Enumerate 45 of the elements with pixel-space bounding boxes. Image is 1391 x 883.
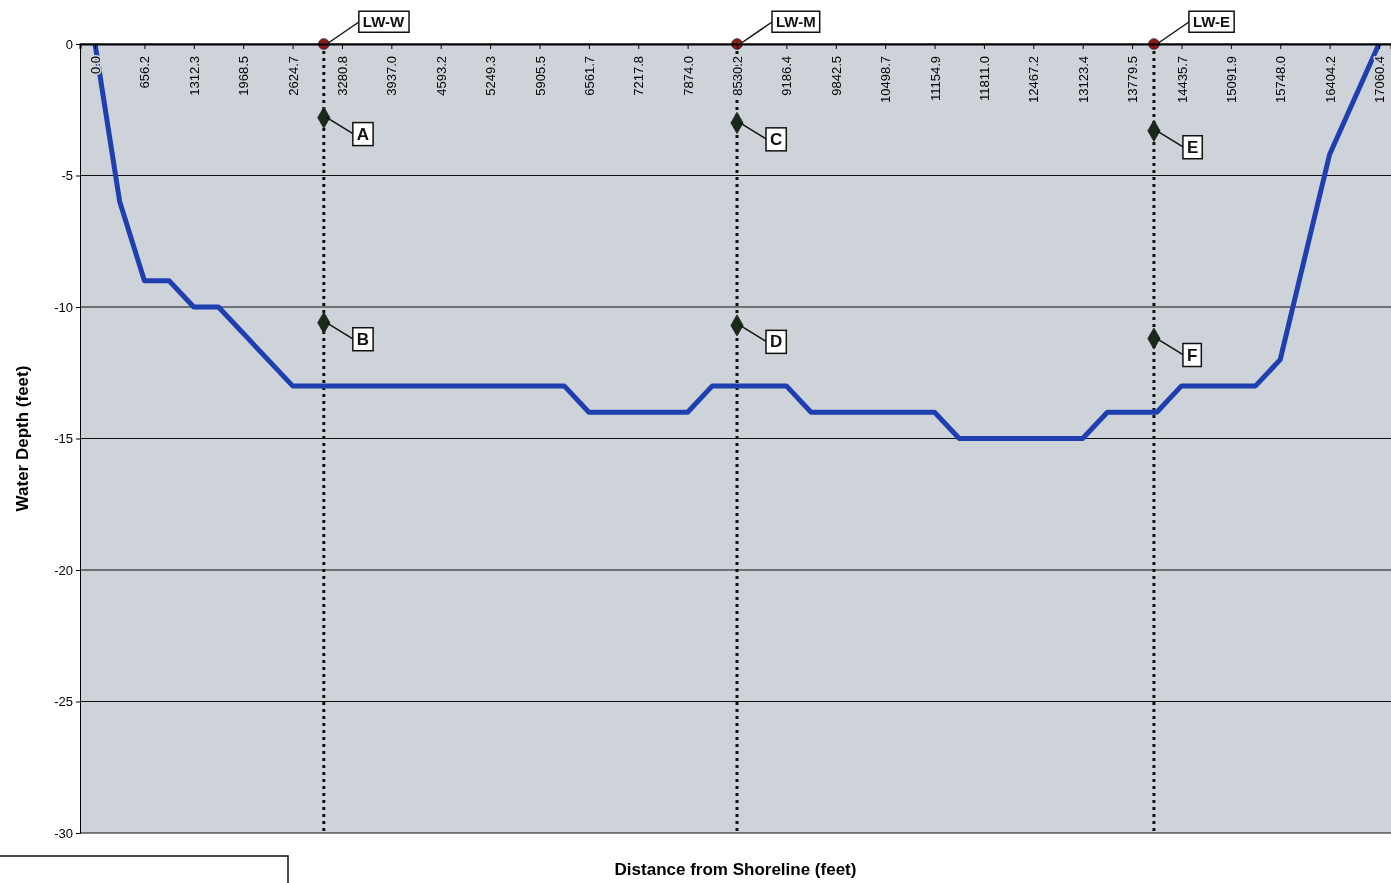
x-tick-label: 10498.7 bbox=[878, 56, 894, 103]
x-tick-label: 13123.4 bbox=[1075, 56, 1091, 103]
y-tick-label: -30 bbox=[54, 825, 73, 841]
x-tick-label: 9186.4 bbox=[779, 56, 795, 96]
x-tick-label: 1312.3 bbox=[186, 56, 202, 96]
annotation: F bbox=[1186, 345, 1198, 365]
annotation: E bbox=[1186, 137, 1199, 157]
x-tick-label: 7217.8 bbox=[631, 56, 647, 96]
y-tick-label: -20 bbox=[54, 562, 73, 578]
x-tick-label: 656.2 bbox=[137, 56, 153, 89]
x-tick-label: 2624.7 bbox=[285, 56, 301, 96]
x-tick-label: 15091.9 bbox=[1223, 56, 1239, 103]
x-tick-label: 9842.5 bbox=[828, 56, 844, 96]
x-tick-label: 6561.7 bbox=[581, 56, 597, 96]
x-tick-label: 1968.5 bbox=[236, 56, 252, 96]
x-axis-title: Distance from Shoreline (feet) bbox=[614, 860, 857, 879]
annotation: A bbox=[356, 124, 370, 144]
annotation: D bbox=[770, 332, 783, 352]
x-tick-label: 8530.2 bbox=[730, 56, 746, 96]
annotation: B bbox=[356, 329, 370, 349]
y-tick-label: -25 bbox=[54, 694, 73, 710]
y-tick-label: -15 bbox=[54, 431, 73, 447]
x-tick-label: 11154.9 bbox=[927, 56, 943, 102]
x-tick-label: 16404.2 bbox=[1322, 56, 1338, 103]
x-tick-label: 5249.3 bbox=[483, 56, 499, 96]
x-tick-label: 3937.0 bbox=[384, 56, 400, 96]
x-tick-label: 17060.4 bbox=[1372, 56, 1388, 103]
x-tick-label: 5905.5 bbox=[532, 56, 548, 96]
y-tick-label: 0 bbox=[65, 36, 73, 52]
y-tick-label: -10 bbox=[54, 299, 73, 315]
x-tick-label: 12467.2 bbox=[1026, 56, 1042, 103]
annotation: C bbox=[770, 129, 783, 149]
x-tick-label: 0.0 bbox=[88, 56, 104, 75]
y-tick-label: -5 bbox=[61, 168, 73, 184]
x-tick-label: 13779.5 bbox=[1125, 56, 1141, 103]
y-axis-title: Water Depth (feet) bbox=[13, 365, 32, 512]
ref-line-label: LW-E bbox=[1192, 13, 1231, 31]
x-tick-label: 15748.0 bbox=[1273, 56, 1289, 103]
x-tick-label: 11811.0 bbox=[976, 56, 992, 102]
ref-line-label: LW-W bbox=[362, 13, 406, 31]
ref-line-label: LW-M bbox=[776, 13, 816, 31]
x-tick-label: 3280.8 bbox=[335, 56, 351, 96]
x-tick-label: 7874.0 bbox=[680, 56, 696, 96]
x-tick-label: 14435.7 bbox=[1174, 56, 1190, 103]
x-tick-label: 4593.2 bbox=[433, 56, 449, 96]
